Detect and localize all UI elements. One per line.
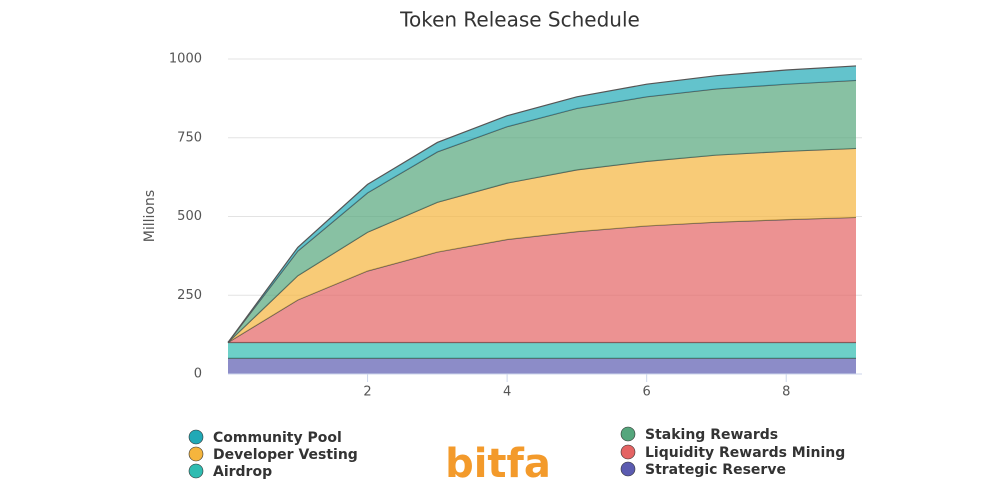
area <box>228 342 856 359</box>
legend-label: Staking Rewards <box>645 427 778 443</box>
y-axis-label: Millions <box>142 190 158 242</box>
legend-marker <box>620 426 636 442</box>
y-tick-label: 750 <box>177 130 202 145</box>
legend-label: Strategic Reserve <box>645 462 786 478</box>
legend-label: Developer Vesting <box>213 447 358 463</box>
area <box>228 217 856 343</box>
y-tick-label: 250 <box>177 288 202 303</box>
x-tick-label: 8 <box>782 385 790 400</box>
legend-marker <box>188 446 204 462</box>
area-line <box>227 65 857 343</box>
area <box>228 80 856 343</box>
legend-marker <box>620 444 636 460</box>
legend-marker <box>188 429 204 445</box>
y-tick-label: 0 <box>194 367 202 382</box>
legend-label: Airdrop <box>213 464 272 480</box>
y-tick-label: 500 <box>177 209 202 224</box>
area <box>228 148 856 343</box>
x-tick-label: 4 <box>503 385 511 400</box>
area <box>228 65 856 343</box>
legend-marker <box>620 461 636 477</box>
area <box>228 358 856 374</box>
chart-title: Token Release Schedule <box>399 8 640 32</box>
legend-marker <box>188 463 204 479</box>
logo: bitfa <box>445 441 551 487</box>
y-tick-label: 1000 <box>169 52 202 67</box>
legend-label: Community Pool <box>213 430 342 446</box>
x-tick-label: 6 <box>643 385 651 400</box>
x-tick-label: 2 <box>363 385 371 400</box>
legend-label: Liquidity Rewards Mining <box>645 445 845 461</box>
